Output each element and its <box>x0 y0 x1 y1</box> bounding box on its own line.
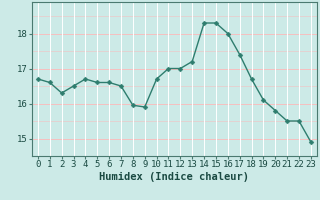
X-axis label: Humidex (Indice chaleur): Humidex (Indice chaleur) <box>100 172 249 182</box>
